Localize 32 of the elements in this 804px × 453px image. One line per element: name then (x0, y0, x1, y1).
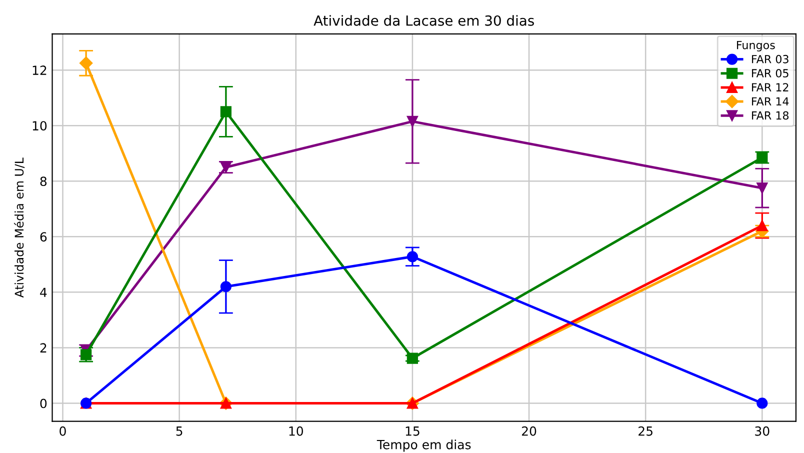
point (756, 182, 768, 194)
chart-title: Atividade da Lacase em 30 dias (314, 15, 534, 26)
legend-label: FAR 18 (752, 111, 789, 120)
x-tick-label: 15 (406, 426, 420, 436)
legend-title: Fungos (737, 40, 775, 52)
legend-label: FAR 12 (752, 83, 788, 92)
x-tick-label: 20 (522, 426, 536, 436)
x-tick-label: 5 (176, 426, 182, 436)
y-tick-label: 8 (40, 176, 47, 186)
point (220, 106, 232, 118)
x-tick-label: 30 (755, 426, 770, 436)
point (756, 398, 768, 409)
y-tick-label: 6 (40, 232, 47, 242)
x-tick-label: 10 (289, 426, 304, 436)
legend-label: FAR 03 (752, 54, 788, 64)
point (220, 162, 232, 173)
point (406, 251, 418, 262)
point (79, 56, 93, 70)
x-tick-label: 0 (60, 426, 66, 436)
y-tick-label: 10 (32, 121, 47, 131)
y-tick-label: 2 (40, 343, 46, 352)
y-tick-label: 4 (40, 288, 47, 297)
point (220, 281, 232, 292)
legend-label: FAR 14 (752, 97, 789, 106)
legend-label: FAR 05 (752, 69, 788, 78)
x-tick-label: 25 (638, 426, 652, 436)
point (756, 220, 768, 232)
point (406, 116, 418, 127)
y-tick-label: 12 (32, 66, 46, 75)
y-axis-title: Atividade Média em U/L (14, 158, 25, 298)
x-axis-title: Tempo em dias (376, 440, 471, 452)
y-tick-label: 0 (40, 398, 47, 408)
